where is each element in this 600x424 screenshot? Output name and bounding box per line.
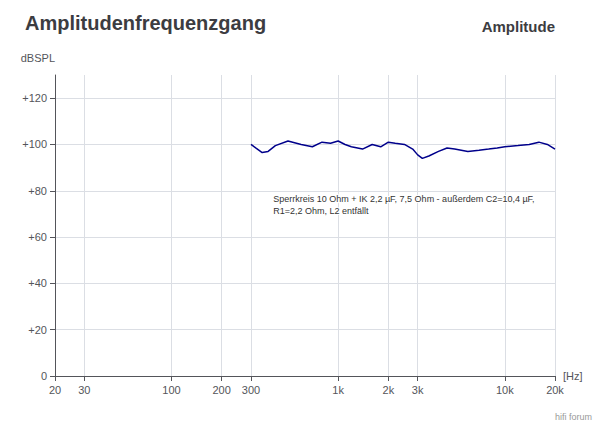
svg-text:+80: +80 xyxy=(28,185,47,197)
svg-text:Amplitudenfrequenzgang: Amplitudenfrequenzgang xyxy=(25,12,266,34)
svg-text:+100: +100 xyxy=(22,138,47,150)
svg-text:1k: 1k xyxy=(332,384,344,396)
svg-text:20k: 20k xyxy=(546,384,564,396)
svg-text:dBSPL: dBSPL xyxy=(21,52,55,64)
svg-text:200: 200 xyxy=(212,384,230,396)
svg-text:0: 0 xyxy=(41,370,47,382)
svg-text:2k: 2k xyxy=(383,384,395,396)
svg-text:300: 300 xyxy=(242,384,260,396)
svg-text:[Hz]: [Hz] xyxy=(563,370,583,382)
svg-text:20: 20 xyxy=(49,384,61,396)
svg-text:Amplitude: Amplitude xyxy=(482,18,555,35)
svg-text:+40: +40 xyxy=(28,277,47,289)
svg-text:3k: 3k xyxy=(412,384,424,396)
svg-text:10k: 10k xyxy=(496,384,514,396)
svg-text:+20: +20 xyxy=(28,324,47,336)
svg-text:hifi forum: hifi forum xyxy=(555,412,592,422)
svg-text:Sperrkreis 10 Ohm + IK 2,2 µF,: Sperrkreis 10 Ohm + IK 2,2 µF, 7,5 Ohm -… xyxy=(273,194,537,204)
svg-text:+120: +120 xyxy=(22,92,47,104)
svg-text:R1=2,2 Ohm, L2 entfällt: R1=2,2 Ohm, L2 entfällt xyxy=(273,206,369,216)
svg-text:30: 30 xyxy=(78,384,90,396)
svg-text:100: 100 xyxy=(162,384,180,396)
svg-text:+60: +60 xyxy=(28,231,47,243)
